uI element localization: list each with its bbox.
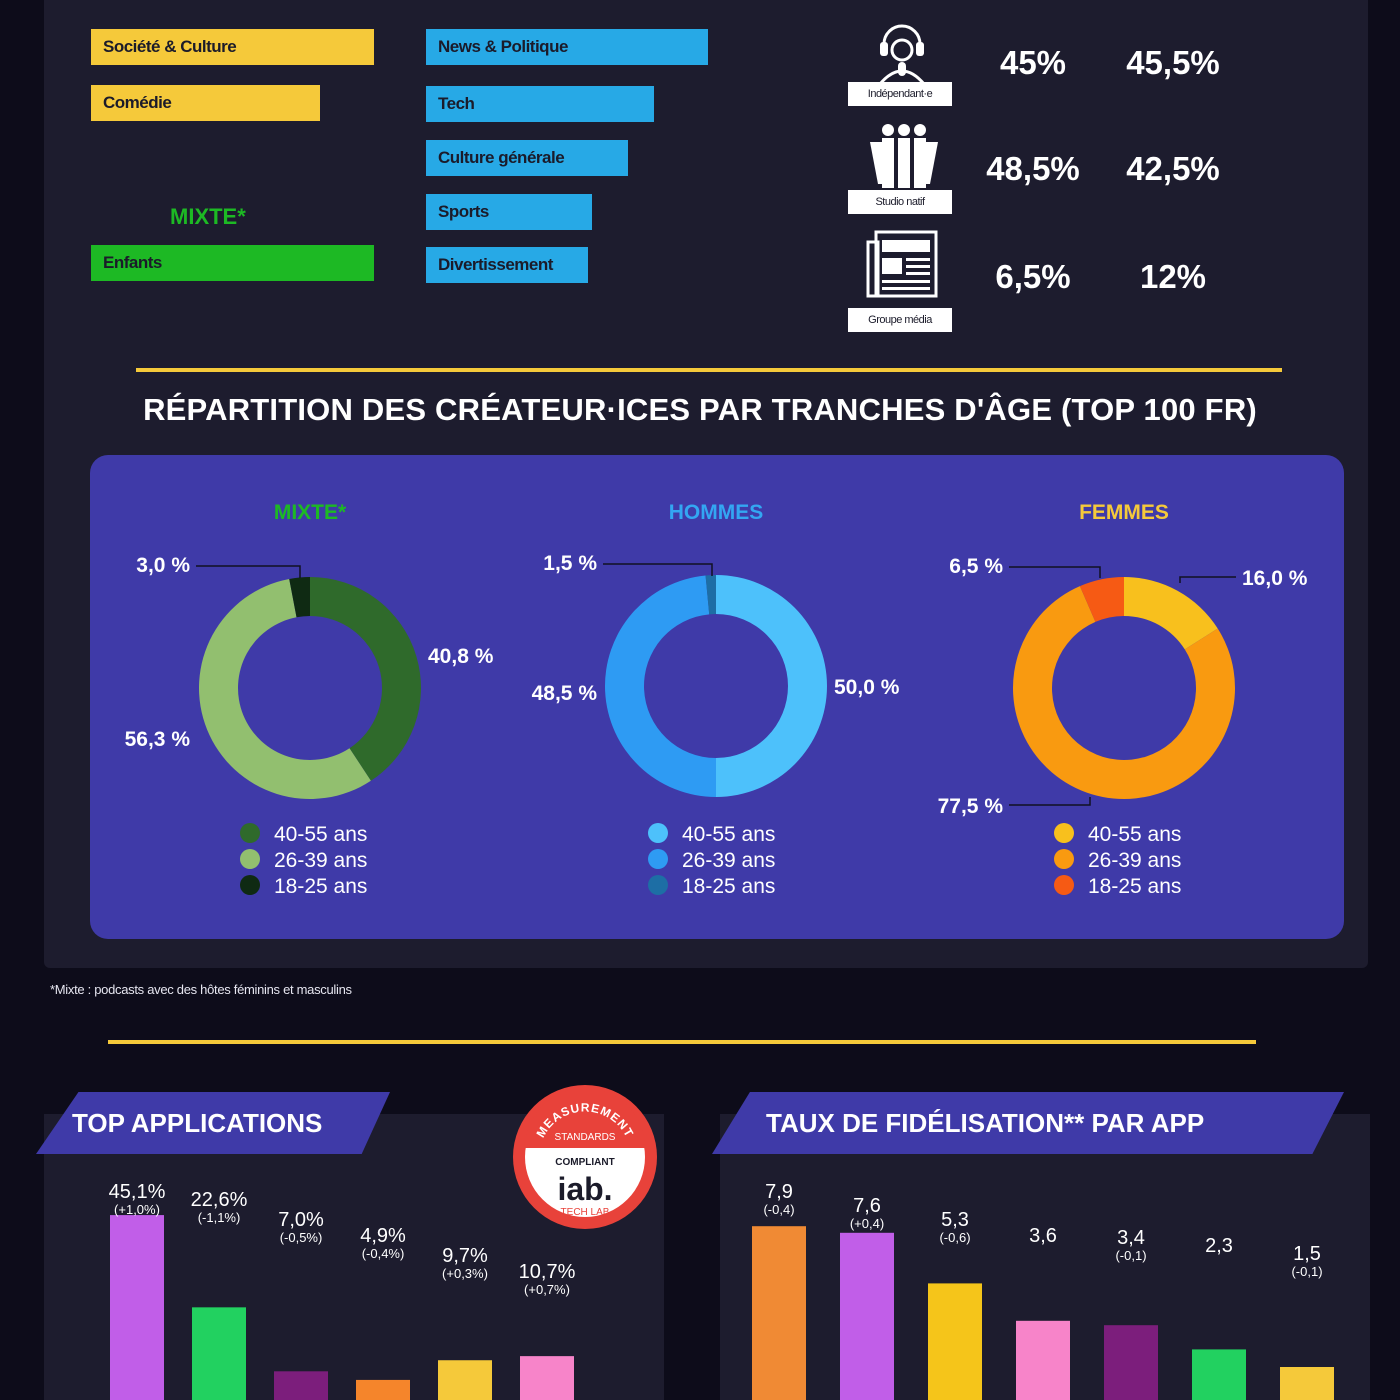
donut-leader-line [196, 565, 301, 578]
donut-slice-label: 1,5 % [543, 552, 597, 575]
donut-slice [310, 577, 422, 781]
mixte-footnote: *Mixte : podcasts avec des hôtes féminin… [50, 982, 352, 997]
legend-swatch [648, 849, 668, 869]
legend-label: 40-55 ans [1088, 823, 1181, 846]
legend-swatch [240, 823, 260, 843]
legend-swatch [648, 875, 668, 895]
age-section-title: RÉPARTITION DES CRÉATEUR·ICES PAR TRANCH… [143, 392, 1257, 427]
legend-swatch [648, 823, 668, 843]
retention-banner: TAUX DE FIDÉLISATION** PAR APP [712, 1092, 1344, 1154]
legend-label: 18-25 ans [1088, 875, 1181, 898]
legend-swatch [240, 875, 260, 895]
donut-slice-label: 6,5 % [949, 555, 1003, 578]
people-group-icon [870, 124, 938, 188]
donut-slice-label: 16,0 % [1242, 567, 1308, 590]
producer-value-2022: 6,5% [995, 258, 1071, 295]
donut-slice-label: 40,8 % [428, 645, 494, 668]
legend-swatch [1054, 849, 1074, 869]
donut-slice [705, 575, 716, 615]
donut-slice-label: 48,5 % [532, 682, 598, 705]
age-donut-panel [90, 455, 1344, 939]
donut-slice-label: 3,0 % [136, 554, 190, 577]
section-divider [136, 368, 1282, 372]
retention-title: TAUX DE FIDÉLISATION** PAR APP [766, 1108, 1205, 1138]
retention-panel [720, 1114, 1370, 1400]
genre-tag-enfants: Enfants [91, 245, 374, 281]
donut-leader-line [1179, 576, 1236, 583]
newspaper-icon [866, 230, 938, 298]
legend-label: 18-25 ans [274, 875, 367, 898]
badge-iab-logo: iab. [557, 1171, 612, 1207]
producer-label: Groupe média [848, 308, 952, 332]
producer-value-2023: 12% [1139, 258, 1207, 295]
donut-slice [716, 575, 827, 797]
mixte-genre-title: MIXTE* [170, 204, 246, 229]
legend-label: 18-25 ans [682, 875, 775, 898]
producer-label: Indépendant·e [848, 82, 952, 106]
badge-techlab-text: TECH LAB [561, 1207, 610, 1218]
donut-slice-label: 77,5 % [938, 795, 1004, 818]
legend-swatch [1054, 875, 1074, 895]
section-divider-bottom [108, 1040, 1256, 1044]
donut-title: MIXTE* [274, 501, 347, 524]
producer-value-2023: 42,5% [1126, 150, 1220, 187]
headset-mic-icon [878, 24, 926, 85]
top-apps-banner: TOP APPLICATIONS [36, 1092, 390, 1154]
donut-title: HOMMES [669, 501, 764, 524]
donut-leader-line [1009, 566, 1101, 578]
badge-compliant-text: COMPLIANT [555, 1157, 614, 1168]
donut-title: FEMMES [1079, 501, 1169, 524]
genre-tag-divertissement: Divertissement [426, 247, 588, 283]
producer-value-2022: 48,5% [986, 150, 1080, 187]
iab-compliance-badge: MEASUREMENT STANDARDS COMPLIANT iab. TEC… [513, 1085, 657, 1229]
genre-tag-culture-generale: Culture générale [426, 140, 628, 176]
producer-row-independant: Indépendant·e 45% 45,5% [848, 14, 1268, 114]
donut-leader-line [1009, 797, 1091, 806]
genre-tag-news-politique: News & Politique [426, 29, 708, 65]
donut-slice [1013, 586, 1236, 799]
producer-row-groupe-media: Groupe média 6,5% 12% [848, 228, 1268, 332]
legend-swatch [1054, 823, 1074, 843]
producer-value-2022: 45% [999, 44, 1067, 81]
badge-standards-text: STANDARDS [555, 1132, 616, 1143]
legend-swatch [240, 849, 260, 869]
donut-slice [199, 578, 371, 799]
genre-tag-comedie: Comédie [91, 85, 320, 121]
legend-label: 26-39 ans [274, 849, 367, 872]
producer-value-2023: 45,5% [1126, 44, 1220, 81]
genre-tag-sports: Sports [426, 194, 592, 230]
donut-slice [289, 577, 310, 618]
producer-row-studio: Studio natif 48,5% 42,5% [848, 120, 1268, 220]
genre-tag-societe-culture: Société & Culture [91, 29, 374, 65]
legend-label: 26-39 ans [1088, 849, 1181, 872]
donut-leader-line [603, 563, 713, 576]
donut-slice-label: 50,0 % [834, 676, 900, 699]
donut-slice [1079, 577, 1124, 622]
legend-label: 40-55 ans [682, 823, 775, 846]
donut-slice [604, 575, 716, 797]
producer-label: Studio natif [848, 190, 952, 214]
donut-slice-label: 56,3 % [125, 728, 191, 751]
legend-label: 40-55 ans [274, 823, 367, 846]
top-apps-title: TOP APPLICATIONS [72, 1108, 323, 1138]
legend-label: 26-39 ans [682, 849, 775, 872]
donut-slice [1124, 577, 1218, 650]
genre-tag-tech: Tech [426, 86, 654, 122]
